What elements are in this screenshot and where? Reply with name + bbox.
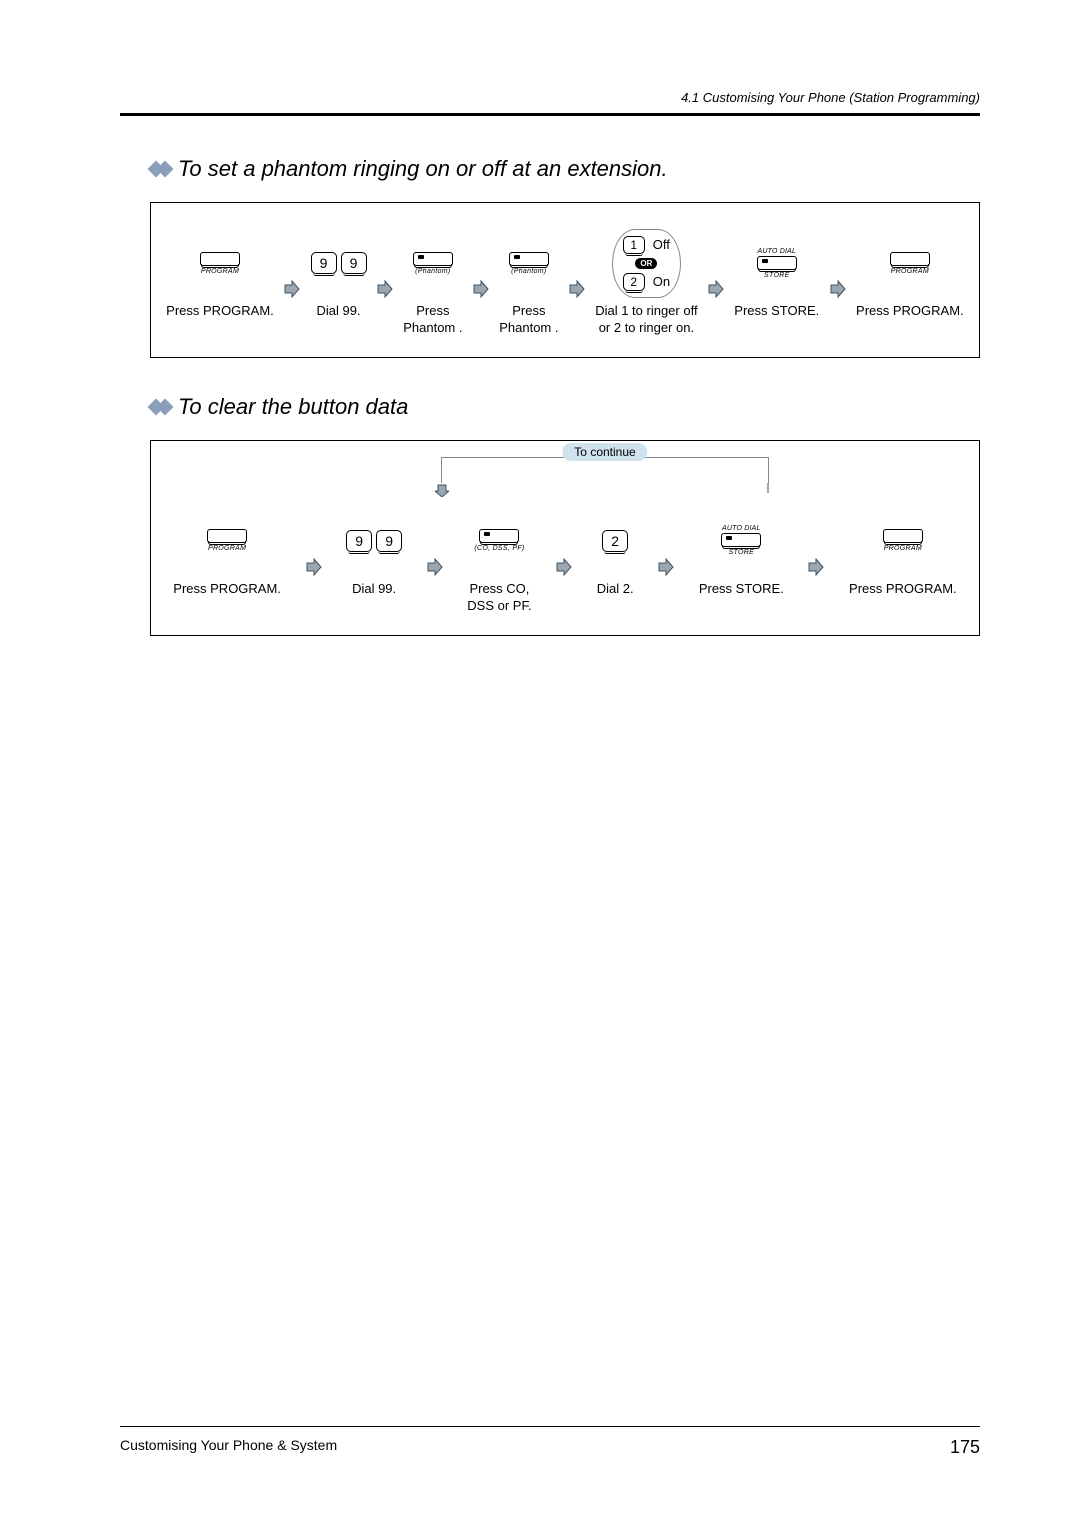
digit-key-icon: 2 <box>623 273 645 291</box>
section2-title: To clear the button data <box>178 394 408 420</box>
program-key-icon: PROGRAM <box>207 529 247 552</box>
arrow-icon <box>377 280 393 303</box>
arrow-down-icon <box>435 483 449 497</box>
arrow-icon <box>556 558 572 581</box>
page-header: 4.1 Customising Your Phone (Station Prog… <box>120 90 980 116</box>
program-key-icon: PROGRAM <box>883 529 923 552</box>
digit-key-icon: 9 <box>311 252 337 274</box>
page-footer: Customising Your Phone & System 175 <box>120 1426 980 1458</box>
arrow-icon <box>808 558 824 581</box>
step-phantom2: (Phantom) Press Phantom . <box>499 233 558 337</box>
digit-key-icon: 1 <box>623 236 645 254</box>
step-co-dss-pf: (CO, DSS, PF) Press CO, DSS or PF. <box>467 511 531 615</box>
section2-diagram: To continue PROGRAM Press PROGRAM. 9 <box>150 440 980 636</box>
step-dial99: 9 9 Dial 99. <box>311 233 367 320</box>
phantom-key-icon: (Phantom) <box>509 252 549 275</box>
arrow-icon <box>473 280 489 303</box>
phantom-key-icon: (Phantom) <box>413 252 453 275</box>
arrow-icon <box>427 558 443 581</box>
step-dial99: 9 9 Dial 99. <box>346 511 402 598</box>
or-badge: OR <box>635 258 657 269</box>
digit-key-icon: 9 <box>346 530 372 552</box>
step-program: PROGRAM Press PROGRAM. <box>173 511 281 598</box>
digit-key-icon: 9 <box>376 530 402 552</box>
step-program: PROGRAM Press PROGRAM. <box>166 233 274 320</box>
arrow-icon <box>569 280 585 303</box>
arrow-icon <box>284 280 300 303</box>
diamond-icon <box>150 401 168 413</box>
page-number: 175 <box>950 1437 980 1458</box>
option-group: 1 Off OR 2 On <box>612 229 681 298</box>
arrow-icon <box>306 558 322 581</box>
loop-indicator: To continue <box>441 451 769 491</box>
arrow-icon <box>658 558 674 581</box>
section2-heading: To clear the button data <box>150 394 980 420</box>
footer-left: Customising Your Phone & System <box>120 1437 337 1458</box>
digit-key-icon: 9 <box>341 252 367 274</box>
section1-diagram: PROGRAM Press PROGRAM. 9 9 Dial 99. <box>150 202 980 358</box>
step-dial2: 2 Dial 2. <box>597 511 634 598</box>
loop-end-icon <box>761 483 775 497</box>
step-phantom1: (Phantom) Press Phantom . <box>403 233 462 337</box>
co-key-icon: (CO, DSS, PF) <box>474 529 524 552</box>
step-options: 1 Off OR 2 On Dial 1 to ringer off or 2 … <box>595 233 697 337</box>
loop-label: To continue <box>562 443 647 461</box>
step-program-end: PROGRAM Press PROGRAM. <box>849 511 957 598</box>
arrow-icon <box>830 280 846 303</box>
section1-heading: To set a phantom ringing on or off at an… <box>150 156 980 182</box>
step-store: AUTO DIAL STORE Press STORE. <box>734 233 819 320</box>
diamond-icon <box>150 163 168 175</box>
section1-title: To set a phantom ringing on or off at an… <box>178 156 668 182</box>
program-key-icon: PROGRAM <box>890 252 930 275</box>
digit-key-icon: 2 <box>602 530 628 552</box>
step-program-end: PROGRAM Press PROGRAM. <box>856 233 964 320</box>
program-key-icon: PROGRAM <box>200 252 240 275</box>
step-store: AUTO DIAL STORE Press STORE. <box>699 511 784 598</box>
store-key-icon: AUTO DIAL STORE <box>757 248 797 279</box>
breadcrumb: 4.1 Customising Your Phone (Station Prog… <box>681 90 980 105</box>
store-key-icon: AUTO DIAL STORE <box>721 525 761 556</box>
arrow-icon <box>708 280 724 303</box>
